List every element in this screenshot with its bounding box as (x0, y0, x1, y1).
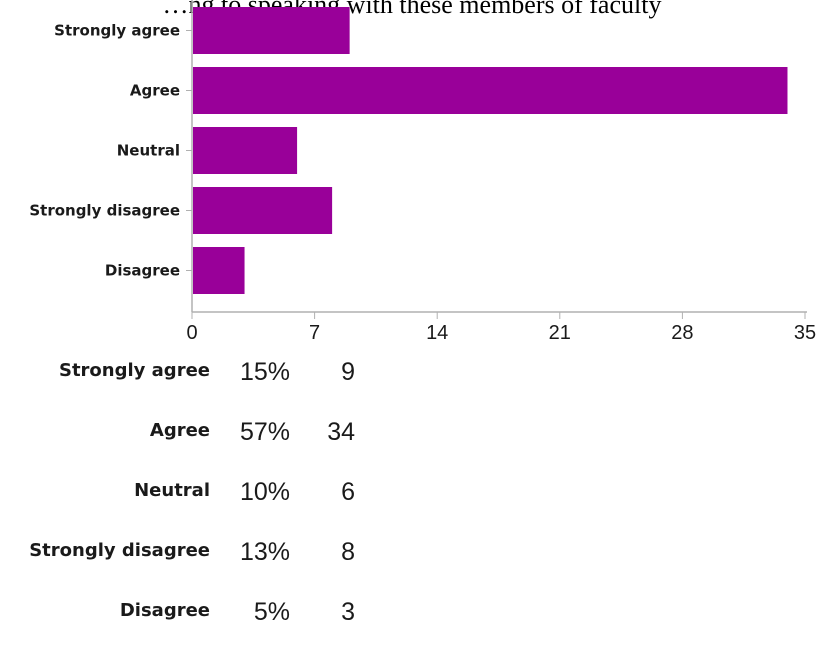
summary-count: 34 (327, 418, 355, 446)
category-label: Neutral (117, 142, 180, 160)
summary-label: Disagree (119, 600, 210, 621)
x-tick-label: 7 (309, 322, 320, 344)
x-tick-label: 21 (549, 322, 571, 344)
summary-count: 8 (341, 538, 355, 566)
summary-row: Disagree 5% 3 (0, 590, 420, 638)
summary-label: Agree (149, 420, 210, 441)
bar-strongly-agree (193, 7, 350, 54)
x-tick-label: 0 (186, 322, 197, 344)
summary-label: Strongly agree (58, 360, 210, 381)
summary-row: Agree 57% 34 (0, 410, 420, 458)
category-label: Agree (130, 82, 180, 100)
x-tick-label: 28 (671, 322, 693, 344)
category-label: Strongly disagree (29, 202, 180, 220)
summary-percent: 57% (239, 418, 290, 446)
summary-percent: 13% (239, 538, 290, 566)
summary-row: Neutral 10% 6 (0, 470, 420, 518)
bar-strongly-disagree (193, 187, 333, 234)
summary-label: Strongly disagree (29, 540, 210, 561)
summary-percent: 15% (239, 358, 290, 386)
summary-count: 6 (341, 478, 355, 506)
x-tick-label: 35 (794, 322, 816, 344)
summary-count: 3 (341, 598, 355, 626)
bar-disagree (193, 247, 245, 294)
summary-row: Strongly agree 15% 9 (0, 350, 420, 398)
bar-neutral (193, 127, 298, 174)
summary-count: 9 (341, 358, 355, 386)
summary-row: Strongly disagree 13% 8 (0, 530, 420, 578)
category-label: Disagree (105, 262, 180, 280)
summary-percent: 5% (253, 598, 290, 626)
category-label: Strongly agree (54, 22, 180, 40)
summary-percent: 10% (239, 478, 290, 506)
x-tick-label: 14 (426, 322, 448, 344)
bar-chart: Strongly agree Agree Neutral Strongly disag… (29, 0, 816, 344)
bar-agree (193, 67, 788, 114)
summary-label: Neutral (134, 480, 210, 501)
